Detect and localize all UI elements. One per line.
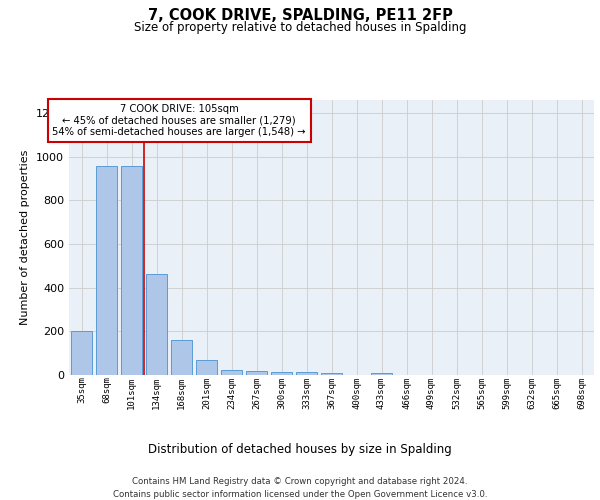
Bar: [221, 370, 242, 375]
Y-axis label: Number of detached properties: Number of detached properties: [20, 150, 31, 325]
Bar: [321, 373, 342, 375]
Bar: [196, 360, 217, 375]
Bar: [371, 373, 392, 375]
Text: Size of property relative to detached houses in Spalding: Size of property relative to detached ho…: [134, 21, 466, 34]
Bar: [296, 372, 317, 375]
Text: Distribution of detached houses by size in Spalding: Distribution of detached houses by size …: [148, 442, 452, 456]
Text: Contains HM Land Registry data © Crown copyright and database right 2024.: Contains HM Land Registry data © Crown c…: [132, 478, 468, 486]
Text: 7 COOK DRIVE: 105sqm
← 45% of detached houses are smaller (1,279)
54% of semi-de: 7 COOK DRIVE: 105sqm ← 45% of detached h…: [53, 104, 306, 138]
Bar: [71, 330, 92, 375]
Bar: [171, 340, 192, 375]
Bar: [96, 166, 117, 375]
Bar: [146, 274, 167, 375]
Bar: [271, 372, 292, 375]
Bar: [246, 370, 267, 375]
Text: 7, COOK DRIVE, SPALDING, PE11 2FP: 7, COOK DRIVE, SPALDING, PE11 2FP: [148, 8, 452, 22]
Bar: [121, 166, 142, 375]
Text: Contains public sector information licensed under the Open Government Licence v3: Contains public sector information licen…: [113, 490, 487, 499]
